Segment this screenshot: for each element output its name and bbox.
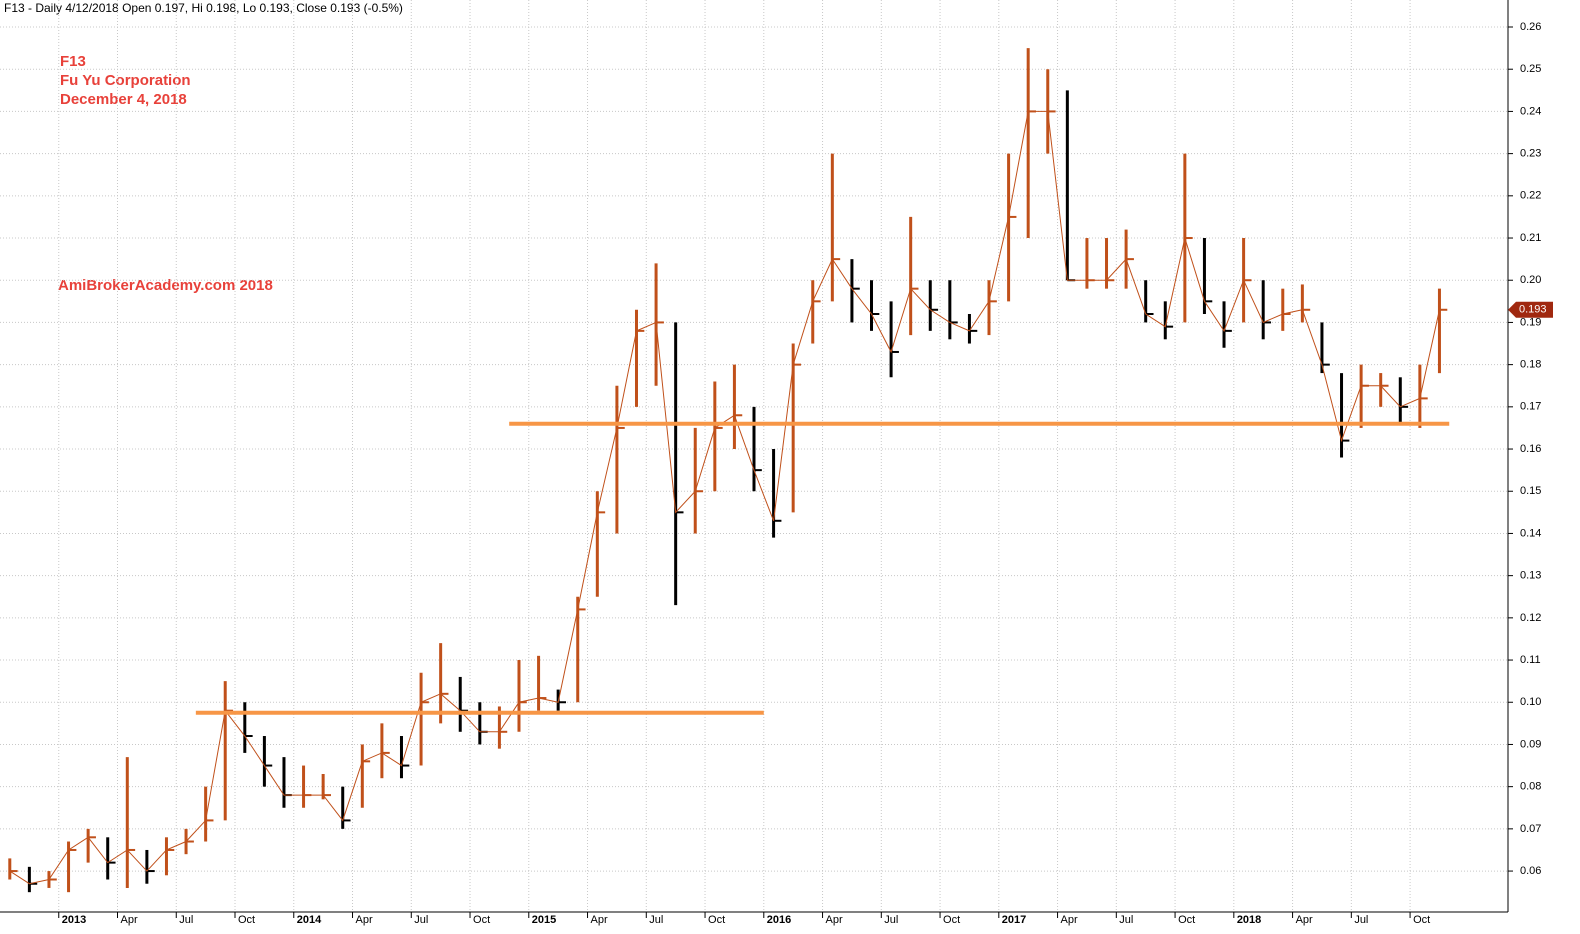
date: December 4, 2018: [60, 91, 187, 108]
x-tick-label: Oct: [1413, 914, 1430, 926]
x-tick-label: Jul: [179, 914, 193, 926]
y-tick-label: 0.09: [1520, 738, 1541, 750]
y-tick-label: 0.12: [1520, 612, 1541, 624]
x-tick-label: Jul: [1354, 914, 1368, 926]
y-tick-label: 0.20: [1520, 274, 1541, 286]
x-tick-label: Jul: [414, 914, 428, 926]
x-tick-label: 2018: [1237, 914, 1261, 926]
plot: [8, 48, 1450, 893]
chart-header: F13 - Daily 4/12/2018 Open 0.197, Hi 0.1…: [4, 1, 403, 15]
y-tick-label: 0.15: [1520, 485, 1541, 497]
x-tick-label: Jul: [1119, 914, 1133, 926]
y-tick-label: 0.07: [1520, 823, 1541, 835]
x-tick-label: 2015: [532, 914, 556, 926]
x-tick-label: 2017: [1002, 914, 1026, 926]
y-tick-label: 0.23: [1520, 148, 1541, 160]
y-tick-label: 0.17: [1520, 401, 1541, 413]
y-tick-label: 0.10: [1520, 696, 1541, 708]
y-tick-label: 0.06: [1520, 865, 1541, 877]
y-tick-label: 0.21: [1520, 232, 1541, 244]
x-tick-label: Apr: [1061, 914, 1078, 926]
x-tick-label: Apr: [591, 914, 608, 926]
x-tick-label: Oct: [708, 914, 725, 926]
y-tick-label: 0.26: [1520, 21, 1541, 33]
x-tick-label: Oct: [1178, 914, 1195, 926]
y-tick-label: 0.24: [1520, 105, 1541, 117]
y-tick-label: 0.16: [1520, 443, 1541, 455]
y-tick-label: 0.18: [1520, 359, 1541, 371]
close-line: [9, 110, 1440, 885]
y-tick-label: 0.11: [1520, 654, 1541, 666]
x-tick-label: Apr: [356, 914, 373, 926]
x-tick-label: Jul: [649, 914, 663, 926]
x-tick-label: Apr: [1296, 914, 1313, 926]
x-tick-label: Oct: [238, 914, 255, 926]
y-tick-label: 0.13: [1520, 570, 1541, 582]
x-tick-label: Oct: [943, 914, 960, 926]
y-tick-label: 0.19: [1520, 316, 1541, 328]
ticker: F13: [60, 53, 86, 70]
y-tick-label: 0.08: [1520, 781, 1541, 793]
y-tick-label: 0.14: [1520, 527, 1541, 539]
grid: 0.06 0.07 0.08 0.09 0.10 0.11 0.12 0.13 0.14 0.15…: [0, 0, 1553, 926]
x-tick-label: Apr: [121, 914, 138, 926]
last-price-tag: [1508, 301, 1553, 318]
x-tick-label: 2014: [297, 914, 322, 926]
y-tick-label: 0.25: [1520, 63, 1541, 75]
x-tick-label: Oct: [473, 914, 490, 926]
x-tick-label: Jul: [884, 914, 898, 926]
x-tick-label: Apr: [826, 914, 843, 926]
x-tick-label: 2016: [767, 914, 791, 926]
x-tick-label: 2013: [62, 914, 86, 926]
y-tick-label: 0.22: [1520, 190, 1541, 202]
watermark: AmiBrokerAcademy.com 2018: [58, 277, 273, 294]
company: Fu Yu Corporation: [60, 72, 191, 89]
last-price-label: 0.193: [1519, 304, 1547, 316]
